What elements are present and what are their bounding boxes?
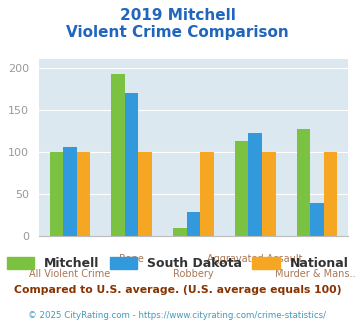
Text: 2019 Mitchell: 2019 Mitchell <box>120 8 235 23</box>
Text: Murder & Mans...: Murder & Mans... <box>275 269 355 279</box>
Legend: Mitchell, South Dakota, National: Mitchell, South Dakota, National <box>2 252 353 275</box>
Bar <box>63 147 77 236</box>
Text: Violent Crime Comparison: Violent Crime Comparison <box>66 25 289 40</box>
Bar <box>200 152 214 236</box>
Text: Robbery: Robbery <box>173 269 214 279</box>
Bar <box>187 213 200 236</box>
Bar <box>310 203 324 236</box>
Bar <box>173 228 187 236</box>
Text: Rape: Rape <box>119 254 144 264</box>
Bar <box>324 152 337 236</box>
Bar <box>125 93 138 236</box>
Bar <box>138 152 152 236</box>
Text: Aggravated Assault: Aggravated Assault <box>207 254 303 264</box>
Bar <box>297 129 310 236</box>
Text: © 2025 CityRating.com - https://www.cityrating.com/crime-statistics/: © 2025 CityRating.com - https://www.city… <box>28 311 327 320</box>
Bar <box>248 133 262 236</box>
Bar <box>77 152 90 236</box>
Bar <box>50 152 63 236</box>
Bar <box>262 152 275 236</box>
Bar <box>235 141 248 236</box>
Bar <box>111 74 125 236</box>
Text: All Violent Crime: All Violent Crime <box>29 269 110 279</box>
Text: Compared to U.S. average. (U.S. average equals 100): Compared to U.S. average. (U.S. average … <box>14 285 341 295</box>
